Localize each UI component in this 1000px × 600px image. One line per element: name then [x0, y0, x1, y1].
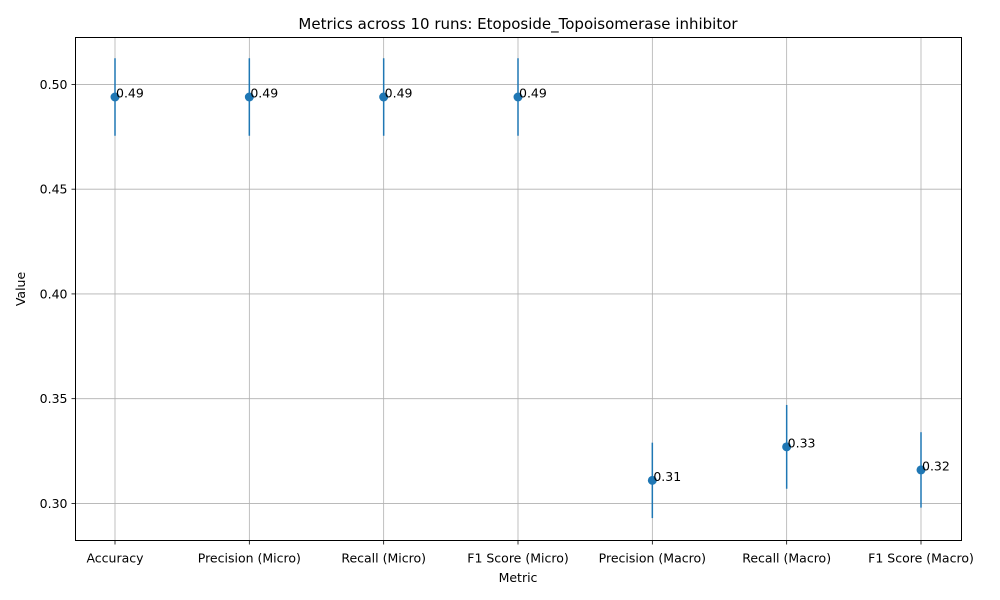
x-tick-label: F1 Score (Micro): [467, 551, 569, 566]
chart-title: Metrics across 10 runs: Etoposide_Topois…: [298, 15, 738, 34]
data-point: [244, 92, 254, 102]
y-tick-label: 0.45: [40, 182, 68, 197]
x-axis-label: Metric: [499, 570, 538, 585]
x-tick-label: F1 Score (Macro): [868, 551, 974, 566]
y-tick-label: 0.35: [40, 391, 68, 406]
data-label: 0.31: [653, 469, 681, 484]
data-point: [916, 465, 926, 475]
data-label: 0.49: [519, 85, 547, 100]
data-point: [513, 92, 523, 102]
y-tick-label: 0.50: [40, 77, 68, 92]
x-tick-label: Accuracy: [86, 551, 144, 566]
x-tick-label: Recall (Macro): [742, 551, 831, 566]
data-point: [379, 92, 389, 102]
data-label: 0.49: [250, 85, 278, 100]
x-axis-ticks: Accuracy Precision (Micro) Recall (Micro) F…: [86, 540, 974, 566]
x-tick-label: Precision (Macro): [599, 551, 706, 566]
y-axis-label: Value: [13, 272, 28, 307]
y-axis-ticks: 0.30 0.35 0.40 0.45 0.50: [40, 77, 76, 511]
data-labels: 0.49 0.49 0.49 0.49 0.31 0.33 0.32: [116, 85, 950, 483]
data-label: 0.32: [922, 458, 950, 473]
data-point: [782, 442, 792, 452]
plot-area-frame: [75, 37, 962, 541]
y-tick-label: 0.40: [40, 286, 68, 301]
x-tick-label: Recall (Micro): [341, 551, 426, 566]
data-label: 0.49: [385, 85, 413, 100]
data-points: [110, 92, 926, 485]
data-point: [110, 92, 120, 102]
y-tick-label: 0.30: [40, 496, 68, 511]
data-label: 0.33: [788, 435, 816, 450]
data-label: 0.49: [116, 85, 144, 100]
data-point: [647, 475, 657, 485]
x-tick-label: Precision (Micro): [198, 551, 301, 566]
